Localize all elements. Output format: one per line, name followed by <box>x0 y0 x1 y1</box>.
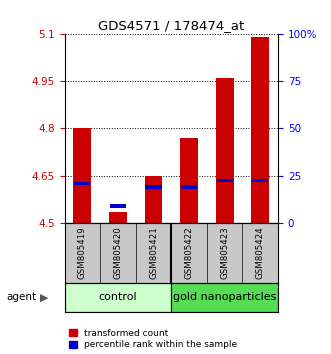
Bar <box>180 138 198 223</box>
Bar <box>181 185 197 189</box>
Text: gold nanoparticles: gold nanoparticles <box>173 292 276 302</box>
Text: GSM805424: GSM805424 <box>256 226 265 279</box>
Bar <box>252 178 268 182</box>
Text: control: control <box>99 292 137 302</box>
Text: GSM805419: GSM805419 <box>78 226 87 279</box>
Text: GSM805423: GSM805423 <box>220 226 229 279</box>
Bar <box>146 185 162 189</box>
Bar <box>171 283 278 312</box>
Bar <box>145 176 163 223</box>
Bar <box>110 204 126 207</box>
Title: GDS4571 / 178474_at: GDS4571 / 178474_at <box>98 19 244 33</box>
Bar <box>217 178 233 182</box>
Text: ▶: ▶ <box>40 292 49 302</box>
Legend: transformed count, percentile rank within the sample: transformed count, percentile rank withi… <box>69 329 238 349</box>
Text: GSM805421: GSM805421 <box>149 226 158 279</box>
Text: GSM805420: GSM805420 <box>114 226 122 279</box>
Bar <box>73 128 91 223</box>
Text: agent: agent <box>7 292 37 302</box>
Bar <box>251 37 269 223</box>
Bar <box>109 212 127 223</box>
Bar <box>74 182 90 185</box>
Text: GSM805422: GSM805422 <box>185 226 194 279</box>
Bar <box>65 283 171 312</box>
Bar <box>216 78 234 223</box>
